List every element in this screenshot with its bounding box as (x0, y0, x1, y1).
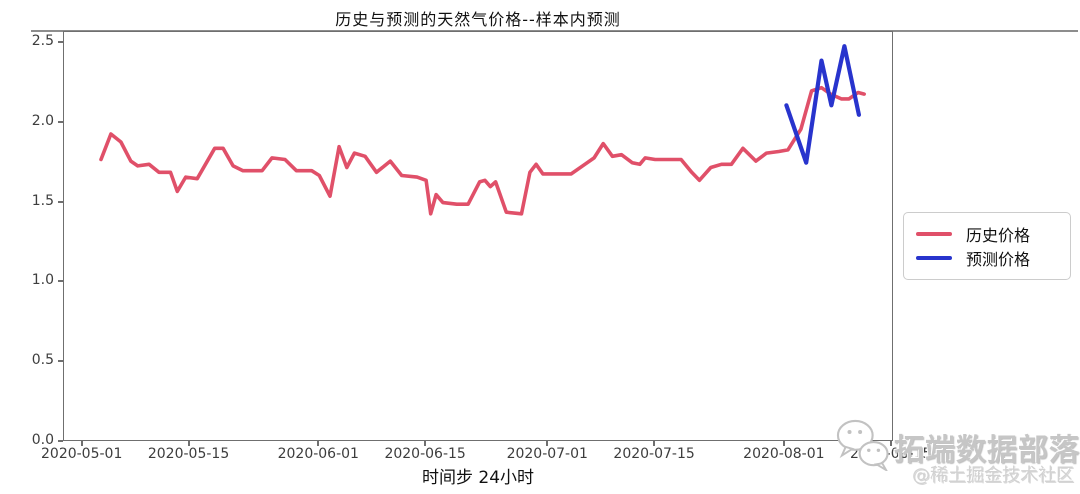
y-tick-mark (58, 360, 63, 363)
x-axis-label: 时间步 24小时 (421, 468, 535, 488)
watermark-brand-text: 拓端数据部落 (894, 433, 1080, 468)
legend-item: 预测价格 (916, 246, 1058, 270)
series-line-forecast (784, 44, 862, 165)
chart-title: 历史与预测的天然气价格--样本内预测 (335, 10, 621, 29)
x-tick-mark (653, 441, 656, 446)
x-tick-mark (889, 441, 892, 446)
community-watermark-text: @稀土掘金技术社区 (912, 465, 1074, 486)
line-plot (99, 44, 867, 216)
x-tick-label: 2020-07-01 (506, 446, 588, 462)
x-tick-label: 2020-08-01 (743, 446, 825, 462)
y-tick-label: 1.5 (31, 192, 54, 209)
x-tick-mark (546, 441, 549, 446)
x-tick-label: 2020-06-15 (384, 446, 466, 462)
wechat-icon (836, 419, 889, 471)
x-tick-mark (80, 441, 83, 446)
y-tick-mark (58, 280, 63, 283)
y-tick-label: 0.5 (31, 352, 54, 369)
y-tick-mark (58, 41, 63, 43)
x-tick-mark (424, 441, 427, 446)
series-line-history (99, 85, 867, 216)
x-tick-label: 2020-07-15 (613, 446, 695, 462)
x-tick-mark (782, 441, 785, 446)
y-tick-mark (58, 120, 63, 123)
legend-label: 预测价格 (966, 250, 1031, 269)
legend-swatch-forecast (916, 256, 952, 260)
y-tick-label: 1.0 (31, 272, 54, 289)
legend-swatch-history (916, 232, 952, 236)
plot-area (63, 31, 893, 441)
legend-item: 历史价格 (916, 222, 1058, 246)
x-tick-label: 2020-05-15 (147, 446, 230, 462)
y-tick-label: 2.0 (31, 112, 54, 129)
legend: 历史价格 预测价格 (903, 212, 1071, 280)
x-tick-mark (187, 441, 190, 446)
x-tick-label: 2020-06-01 (277, 446, 359, 462)
x-tick-label: 2020-05-01 (41, 446, 123, 462)
y-tick-label: 2.5 (31, 33, 54, 49)
y-tick-mark (58, 200, 63, 203)
legend-label: 历史价格 (966, 226, 1031, 245)
watermark: 拓端数据部落 (834, 419, 1080, 471)
y-tick-label: 0.0 (31, 432, 54, 448)
y-tick-mark (58, 440, 63, 442)
x-tick-mark (317, 441, 320, 446)
